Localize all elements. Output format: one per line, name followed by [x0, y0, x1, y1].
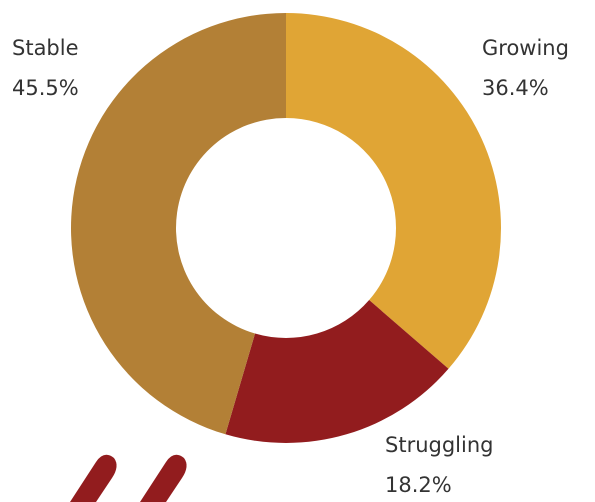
slice-label: Struggling [385, 433, 493, 457]
slice-label: Growing [482, 36, 569, 60]
donut-slice [286, 13, 501, 369]
slice-value-label: 36.4% [482, 76, 549, 100]
quote-mark [70, 454, 117, 502]
slice-value-label: 45.5% [12, 76, 79, 100]
donut-slice [225, 300, 449, 443]
donut-slice [71, 13, 287, 435]
quote-mark [140, 454, 187, 502]
slice-value-label: 18.2% [385, 473, 452, 497]
slice-label: Stable [12, 36, 79, 60]
decorative-quote [70, 454, 187, 502]
